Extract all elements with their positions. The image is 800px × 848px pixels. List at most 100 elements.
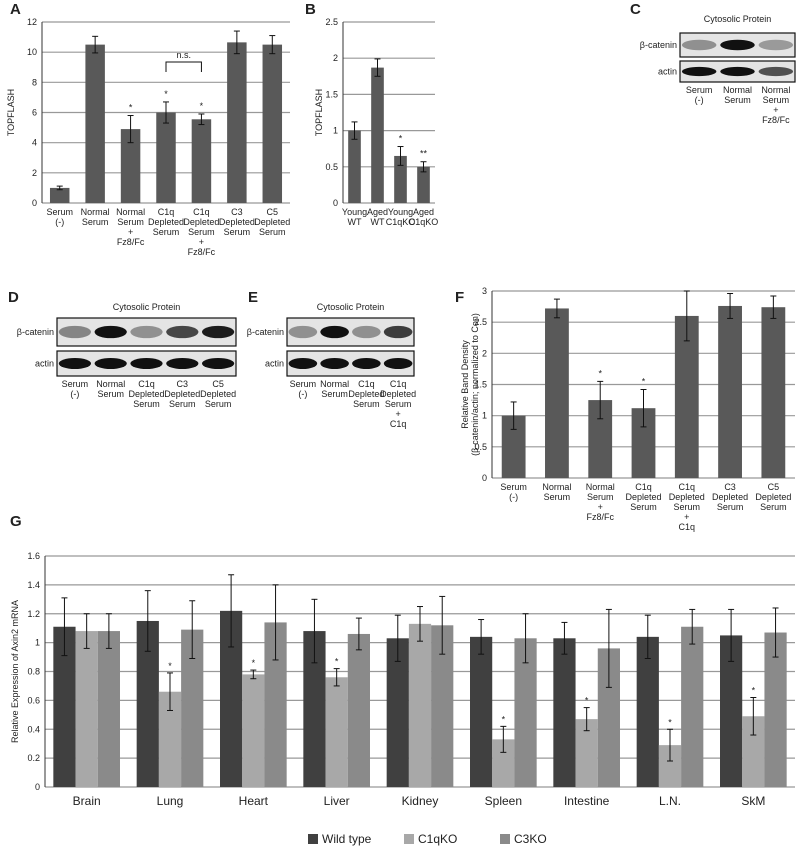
y-tick-label: 0.2 (27, 753, 40, 763)
error-bar (683, 290, 690, 342)
panel-label: G (10, 513, 22, 530)
y-tick-label: 10 (27, 47, 37, 57)
bracket (165, 61, 202, 72)
error-bar (189, 600, 196, 660)
x-tick-label: Normal Serum + Fz8/Fc (586, 482, 615, 522)
y-tick-label: 4 (32, 138, 37, 148)
error-bar (163, 101, 169, 124)
blot-row-label: β-catenin (17, 327, 54, 337)
bar (674, 315, 699, 478)
blot-lane-label: Normal Serum + Fz8/Fc (761, 85, 790, 125)
bar (417, 166, 430, 203)
y-tick-label: 0.8 (27, 667, 40, 677)
y-tick-label: 1.4 (27, 580, 40, 590)
error-bar (56, 185, 63, 191)
y-tick-label: 0.5 (474, 442, 487, 452)
y-tick-label: 6 (32, 108, 37, 118)
error-bar (728, 608, 735, 662)
blot-band (94, 325, 127, 339)
error-bar (583, 707, 590, 732)
error-bar (644, 614, 651, 660)
x-tick-label: Aged C1qKO (409, 207, 439, 227)
blot-band (758, 39, 794, 51)
x-tick-label: Normal Serum (81, 207, 110, 227)
significance-mark: * (164, 89, 168, 99)
blot-band (288, 358, 318, 369)
bar (631, 408, 656, 478)
x-tick-label: C3 Depleted Serum (712, 482, 748, 512)
y-axis-label: TOPFLASH (6, 89, 16, 136)
x-tick-label: Normal Serum (542, 482, 571, 502)
y-tick-label: 2 (482, 348, 487, 358)
blot-band (383, 325, 413, 339)
x-tick-label: Serum (-) (46, 207, 73, 227)
error-bar (500, 725, 507, 753)
error-bar (727, 292, 734, 319)
y-tick-label: 0 (333, 198, 338, 208)
blot-band (58, 358, 92, 369)
bar (348, 130, 361, 203)
bar (227, 42, 247, 203)
blot-row-label: β-catenin (640, 40, 677, 50)
y-tick-label: 2 (32, 168, 37, 178)
y-tick-label: 0.4 (27, 724, 40, 734)
legend-label: Wild type (322, 832, 372, 846)
error-bar (417, 606, 423, 642)
bar (501, 415, 526, 478)
x-tick-label: Young WT (342, 207, 367, 227)
x-tick-label: L.N. (659, 794, 681, 808)
y-tick-label: 8 (32, 77, 37, 87)
y-tick-label: 2 (333, 53, 338, 63)
blot-row-label: actin (265, 359, 284, 369)
y-tick-label: 2.5 (325, 17, 338, 27)
x-tick-label: C1q Depleted Serum (148, 207, 184, 237)
x-tick-label: Aged WT (367, 207, 388, 227)
bar (242, 674, 265, 787)
x-tick-label: Lung (157, 794, 184, 808)
y-tick-label: 0.5 (325, 162, 338, 172)
x-tick-label: SkM (741, 794, 765, 808)
bar (191, 119, 212, 203)
bar (394, 155, 407, 203)
error-bar (510, 401, 517, 430)
error-bar (167, 672, 173, 711)
blot-band (130, 325, 163, 339)
significance-mark: * (752, 685, 756, 695)
y-tick-label: 3 (482, 286, 487, 296)
bar (553, 638, 576, 787)
bar (53, 626, 76, 787)
significance-mark: * (335, 657, 339, 667)
bar (588, 400, 613, 478)
panel-label: F (455, 289, 464, 306)
blot-lane-label: Normal Serum (723, 85, 752, 105)
y-axis-label: Relative Band Density(β-catenin/actin; n… (460, 313, 480, 456)
error-bar (269, 35, 276, 55)
blot-row-label: β-catenin (247, 327, 284, 337)
blot-title: Cytosolic Protein (317, 302, 385, 312)
error-bar (478, 619, 485, 655)
x-tick-label: Normal Serum + Fz8/Fc (116, 207, 145, 247)
bar (597, 648, 620, 787)
blot-band (681, 39, 717, 51)
legend-swatch (500, 834, 510, 844)
blot-band (681, 66, 717, 77)
bar (761, 307, 786, 478)
bar (156, 112, 176, 203)
error-bar (144, 590, 151, 652)
error-bar (605, 608, 612, 688)
bar (181, 629, 204, 787)
significance-mark: * (502, 714, 506, 724)
x-tick-label: Liver (324, 794, 350, 808)
error-bar (92, 35, 99, 54)
bar (742, 716, 765, 787)
y-tick-label: 1 (333, 126, 338, 136)
y-tick-label: 1 (35, 638, 40, 648)
error-bar (561, 621, 568, 655)
blot-band (352, 325, 381, 339)
x-tick-label: Spleen (485, 794, 522, 808)
blot-lane-label: C1q Depleted Serum + C1q (380, 379, 416, 429)
error-bar (640, 388, 647, 428)
y-axis-label: TOPFLASH (314, 89, 324, 136)
x-tick-label: Young C1qKO (386, 207, 416, 227)
